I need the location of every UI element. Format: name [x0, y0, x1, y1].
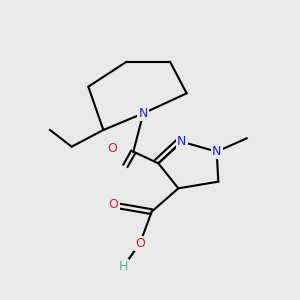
Text: O: O [107, 142, 117, 155]
Text: H: H [118, 260, 128, 273]
Text: O: O [108, 199, 118, 212]
Text: O: O [135, 237, 145, 250]
Text: N: N [139, 107, 148, 120]
Text: N: N [212, 145, 221, 158]
Text: N: N [177, 135, 186, 148]
